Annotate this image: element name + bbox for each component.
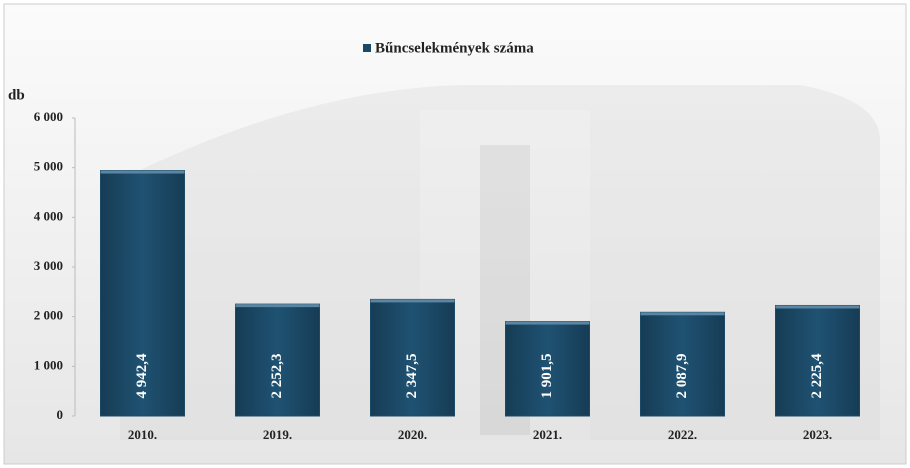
bar-top — [370, 299, 455, 303]
value-label: 2 087,9 — [674, 354, 690, 399]
background-building — [120, 85, 880, 440]
x-tick-label: 2020. — [398, 427, 427, 442]
bar-top — [505, 321, 590, 325]
x-tick-label: 2023. — [803, 427, 832, 442]
bar-top — [640, 312, 725, 316]
bar-top — [775, 305, 860, 309]
value-label: 4 942,4 — [134, 353, 150, 399]
legend-label: Bűncselekmények száma — [375, 40, 534, 56]
bar — [100, 170, 185, 417]
y-tick-label: 1 000 — [34, 357, 63, 372]
bar — [505, 321, 590, 417]
y-tick-label: 4 000 — [34, 208, 63, 223]
value-label: 1 901,5 — [539, 354, 555, 399]
y-tick-label: 5 000 — [34, 159, 63, 174]
bar-top — [100, 170, 185, 174]
bar — [370, 298, 455, 417]
y-tick-label: 2 000 — [34, 308, 63, 323]
y-tick-label: 6 000 — [34, 109, 63, 124]
x-tick-label: 2022. — [668, 427, 697, 442]
bar-top — [235, 304, 320, 308]
value-label: 2 225,4 — [809, 353, 825, 399]
y-axis-label: db — [8, 87, 25, 103]
y-tick-label: 3 000 — [34, 258, 63, 273]
x-tick-label: 2019. — [263, 427, 292, 442]
value-label: 2 347,5 — [404, 354, 420, 399]
x-tick-label: 2021. — [533, 427, 562, 442]
bar — [235, 303, 320, 417]
value-label: 2 252,3 — [269, 354, 285, 399]
y-tick-label: 0 — [57, 407, 64, 422]
legend-marker — [363, 44, 371, 52]
bar — [640, 311, 725, 417]
x-tick-label: 2010. — [128, 427, 157, 442]
